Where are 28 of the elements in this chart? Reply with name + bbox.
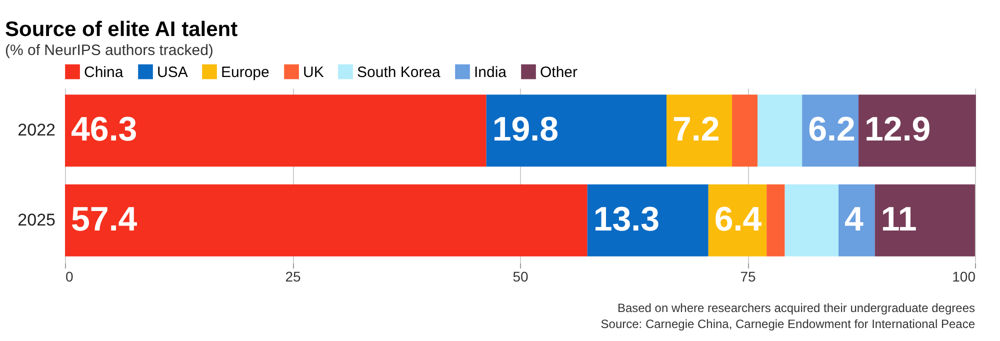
chart-subtitle: (% of NeurIPS authors tracked)	[5, 42, 214, 59]
x-tick-label: 25	[285, 268, 301, 284]
legend-label: China	[84, 64, 124, 81]
source-note: Source: Carnegie China, Carnegie Endowment for International Peace	[600, 317, 976, 331]
y-tick-label: 2022	[18, 120, 56, 140]
text: Based on where researchers acquired their undergraduate degrees	[617, 301, 975, 315]
x-tick-label: 100	[952, 268, 976, 284]
data-label: 4	[844, 200, 864, 238]
data-label: 57.4	[71, 200, 138, 238]
chart-title: Source of elite AI talent	[5, 18, 238, 41]
data-label: 46.3	[71, 110, 138, 149]
x-tick-label: 0	[66, 268, 74, 284]
x-tick-label: 75	[740, 268, 756, 284]
data-label: 7.2	[672, 110, 720, 149]
data-label: 13.3	[593, 200, 660, 238]
y-tick-label: 2025	[18, 210, 56, 230]
legend-label: India	[474, 64, 508, 81]
legend-label: Europe	[221, 64, 270, 81]
data-label: 6.4	[714, 200, 762, 238]
data-label: 6.2	[808, 110, 856, 149]
data-label: 19.8	[492, 110, 559, 149]
data-label: 12.9	[864, 110, 931, 149]
legend-label: Other	[540, 64, 578, 81]
data-label: 11	[880, 200, 917, 238]
legend-label: South Korea	[357, 64, 442, 81]
legend-label: UK	[303, 64, 324, 81]
legend-label: USA	[157, 64, 188, 81]
x-tick-label: 50	[512, 268, 528, 284]
